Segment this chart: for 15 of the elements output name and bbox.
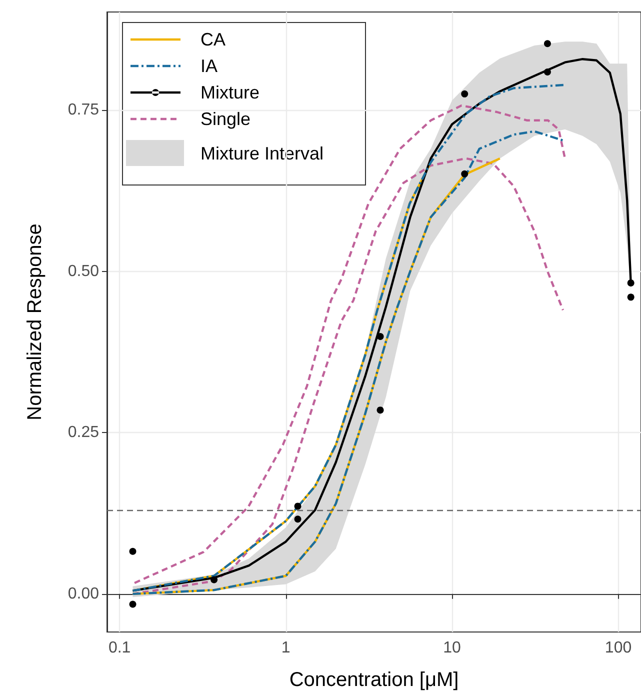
y-tick-label: 0.75 (68, 102, 100, 119)
annotation: Mixture Interval (200, 144, 324, 164)
y-tick-label: 0.00 (68, 585, 100, 602)
legend-label: Mixture (200, 82, 260, 102)
x-tick-label: 10 (443, 640, 462, 656)
x-tick-label: 0.1 (108, 640, 131, 656)
legend-label: IA (200, 56, 218, 76)
x-tick-label: 1 (281, 640, 290, 656)
legend-label: Single (200, 109, 251, 129)
legend-label: CA (200, 30, 226, 50)
y-tick-label: 0.25 (68, 424, 100, 442)
y-tick-label: 0.50 (68, 262, 100, 280)
x-axis-title: Concentration [μM] (289, 669, 459, 691)
x-tick-label: 100 (604, 640, 632, 656)
y-axis-title: Normalized Response (24, 224, 46, 420)
